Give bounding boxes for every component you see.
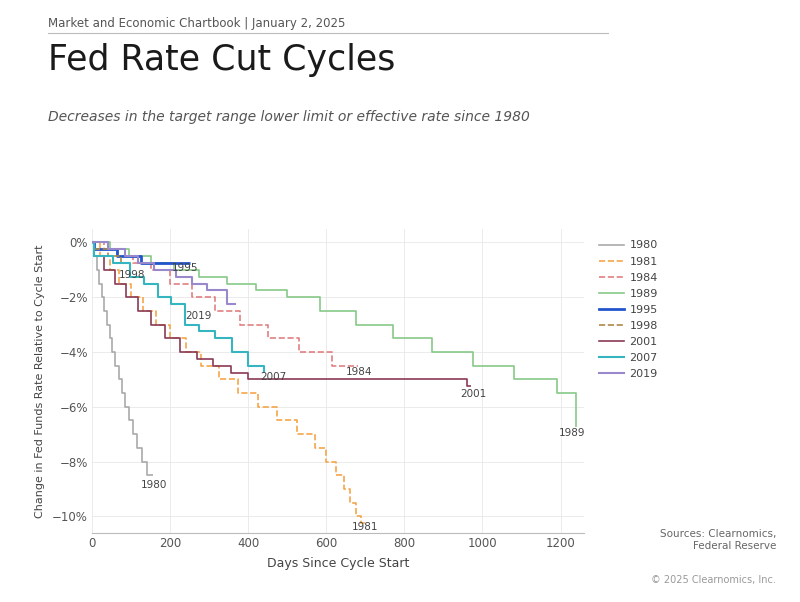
Text: Decreases in the target range lower limit or effective rate since 1980: Decreases in the target range lower limi…: [48, 110, 530, 123]
Text: 1984: 1984: [346, 367, 372, 377]
Text: 2007: 2007: [260, 372, 286, 382]
X-axis label: Days Since Cycle Start: Days Since Cycle Start: [267, 557, 409, 570]
Text: 2001: 2001: [460, 389, 486, 399]
Text: 1989: 1989: [558, 428, 585, 438]
Text: © 2025 Clearnomics, Inc.: © 2025 Clearnomics, Inc.: [651, 575, 776, 585]
Legend: 1980, 1981, 1984, 1989, 1995, 1998, 2001, 2007, 2019: 1980, 1981, 1984, 1989, 1995, 1998, 2001…: [599, 240, 658, 379]
Text: 1995: 1995: [172, 264, 198, 273]
Text: Sources: Clearnomics,
Federal Reserve: Sources: Clearnomics, Federal Reserve: [660, 529, 776, 551]
Text: Market and Economic Chartbook | January 2, 2025: Market and Economic Chartbook | January …: [48, 17, 346, 30]
Text: 1998: 1998: [118, 270, 145, 281]
Y-axis label: Change in Fed Funds Rate Relative to Cycle Start: Change in Fed Funds Rate Relative to Cyc…: [35, 244, 45, 518]
Text: 2019: 2019: [186, 311, 212, 321]
Text: 1981: 1981: [352, 522, 378, 532]
Text: Fed Rate Cut Cycles: Fed Rate Cut Cycles: [48, 43, 395, 77]
Text: 1980: 1980: [141, 480, 167, 490]
